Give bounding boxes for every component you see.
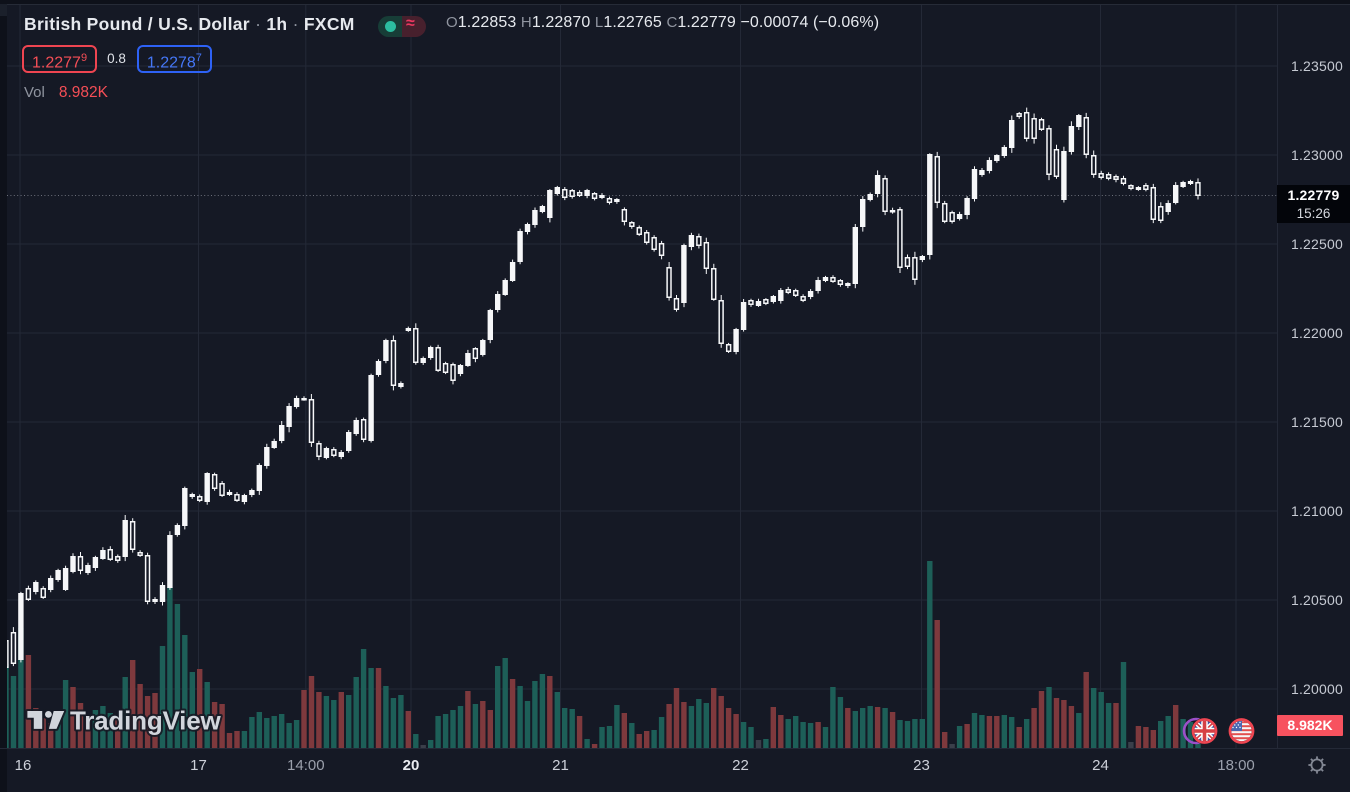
svg-text:TradingView: TradingView [70,706,221,736]
svg-text:TradingView: TradingView [70,706,221,736]
